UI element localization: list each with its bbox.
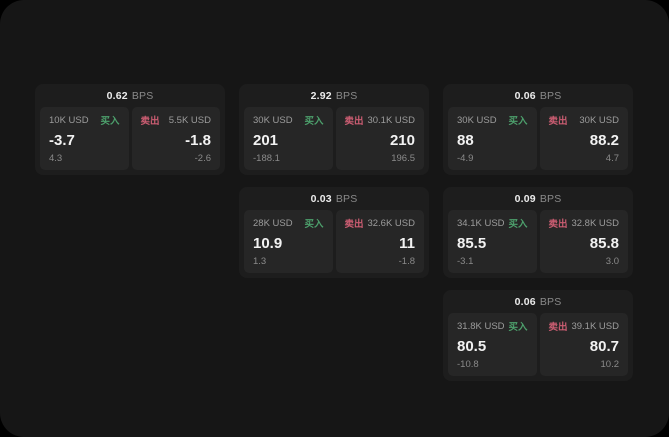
buy-panel[interactable]: 30K USD 买入 201 -188.1 (244, 107, 333, 170)
sell-amount-label: 39.1K USD (571, 320, 619, 332)
bps-unit-label: BPS (539, 90, 562, 102)
panels-row: 30K USD 买入 88 -4.9 卖出 30K USD 88.2 4.7 (443, 105, 633, 175)
buy-price-value: 80.5 (457, 337, 487, 355)
sell-panel[interactable]: 卖出 5.5K USD -1.8 -2.6 (131, 107, 220, 170)
bps-value: 0.62 (106, 90, 128, 102)
sell-amount-label: 30.1K USD (367, 114, 415, 126)
buy-panel[interactable]: 10K USD 买入 -3.7 4.3 (40, 107, 129, 170)
bps-value: 2.92 (310, 90, 332, 102)
panels-row: 30K USD 买入 201 -188.1 卖出 30.1K USD 210 1… (239, 105, 429, 175)
buy-panel[interactable]: 31.8K USD 买入 80.5 -10.8 (448, 313, 537, 376)
buy-price-value: -3.7 (49, 131, 75, 149)
sell-delta-value: 4.7 (605, 153, 619, 164)
buy-delta-value: -4.9 (457, 153, 474, 164)
buy-tag: 买入 (508, 116, 528, 127)
spread-card: 0.06 BPS 30K USD 买入 88 -4.9 卖出 30K USD (443, 84, 633, 175)
sell-tag: 卖出 (548, 116, 568, 127)
buy-tag: 买入 (100, 116, 120, 127)
sell-delta-value: 3.0 (605, 256, 619, 267)
sell-delta-value: 10.2 (600, 359, 620, 370)
sell-price-value: 210 (389, 131, 415, 149)
bps-unit-label: BPS (539, 193, 562, 205)
sell-panel[interactable]: 卖出 39.1K USD 80.7 10.2 (539, 313, 628, 376)
bps-header: 2.92 BPS (239, 84, 429, 105)
bps-value: 0.06 (514, 90, 536, 102)
sell-amount-label: 32.6K USD (367, 217, 415, 229)
buy-panel[interactable]: 34.1K USD 买入 85.5 -3.1 (448, 210, 537, 273)
sell-price-value: 11 (399, 234, 415, 252)
sell-amount-label: 5.5K USD (168, 114, 211, 126)
sell-panel[interactable]: 卖出 32.6K USD 11 -1.8 (335, 210, 424, 273)
buy-tag: 买入 (304, 219, 324, 230)
buy-tag: 买入 (508, 322, 528, 333)
sell-panel[interactable]: 卖出 30K USD 88.2 4.7 (539, 107, 628, 170)
buy-amount-label: 28K USD (253, 217, 293, 229)
sell-tag: 卖出 (344, 219, 364, 230)
bps-value: 0.06 (514, 296, 536, 308)
buy-delta-value: 1.3 (253, 256, 267, 267)
buy-amount-label: 30K USD (457, 114, 497, 126)
bps-unit-label: BPS (335, 193, 358, 205)
buy-panel[interactable]: 28K USD 买入 10.9 1.3 (244, 210, 333, 273)
sell-price-value: -1.8 (185, 131, 211, 149)
bps-value: 0.03 (310, 193, 332, 205)
sell-amount-label: 32.8K USD (571, 217, 619, 229)
bps-header: 0.09 BPS (443, 187, 633, 208)
panels-row: 34.1K USD 买入 85.5 -3.1 卖出 32.8K USD 85.8… (443, 208, 633, 278)
buy-delta-value: -188.1 (253, 153, 280, 164)
spread-card: 0.62 BPS 10K USD 买入 -3.7 4.3 卖出 5.5K USD (35, 84, 225, 175)
sell-delta-value: -2.6 (194, 153, 211, 164)
spread-card: 2.92 BPS 30K USD 买入 201 -188.1 卖出 30.1K … (239, 84, 429, 175)
buy-price-value: 85.5 (457, 234, 487, 252)
sell-delta-value: -1.8 (398, 256, 415, 267)
bps-unit-label: BPS (131, 90, 154, 102)
buy-delta-value: -3.1 (457, 256, 474, 267)
sell-tag: 卖出 (344, 116, 364, 127)
buy-amount-label: 31.8K USD (457, 320, 505, 332)
buy-tag: 买入 (508, 219, 528, 230)
bps-header: 0.06 BPS (443, 290, 633, 311)
buy-amount-label: 30K USD (253, 114, 293, 126)
sell-panel[interactable]: 卖出 32.8K USD 85.8 3.0 (539, 210, 628, 273)
sell-price-value: 88.2 (589, 131, 619, 149)
bps-header: 0.62 BPS (35, 84, 225, 105)
buy-panel[interactable]: 30K USD 买入 88 -4.9 (448, 107, 537, 170)
sell-tag: 卖出 (548, 322, 568, 333)
buy-price-value: 201 (253, 131, 279, 149)
bps-value: 0.09 (514, 193, 536, 205)
buy-delta-value: 4.3 (49, 153, 63, 164)
buy-price-value: 88 (457, 131, 474, 149)
buy-tag: 买入 (304, 116, 324, 127)
spread-card: 0.03 BPS 28K USD 买入 10.9 1.3 卖出 32.6K US… (239, 187, 429, 278)
spread-card: 0.09 BPS 34.1K USD 买入 85.5 -3.1 卖出 32.8K… (443, 187, 633, 278)
panels-row: 10K USD 买入 -3.7 4.3 卖出 5.5K USD -1.8 -2.… (35, 105, 225, 175)
sell-panel[interactable]: 卖出 30.1K USD 210 196.5 (335, 107, 424, 170)
panels-row: 28K USD 买入 10.9 1.3 卖出 32.6K USD 11 -1.8 (239, 208, 429, 278)
sell-tag: 卖出 (140, 116, 160, 127)
spread-cards-grid: 0.62 BPS 10K USD 买入 -3.7 4.3 卖出 5.5K USD (35, 84, 633, 381)
sell-tag: 卖出 (548, 219, 568, 230)
bps-header: 0.06 BPS (443, 84, 633, 105)
sell-amount-label: 30K USD (579, 114, 619, 126)
bps-header: 0.03 BPS (239, 187, 429, 208)
bps-unit-label: BPS (335, 90, 358, 102)
sell-price-value: 85.8 (589, 234, 619, 252)
buy-delta-value: -10.8 (457, 359, 479, 370)
buy-price-value: 10.9 (253, 234, 283, 252)
sell-delta-value: 196.5 (391, 153, 415, 164)
spread-card: 0.06 BPS 31.8K USD 买入 80.5 -10.8 卖出 39.1… (443, 290, 633, 381)
panels-row: 31.8K USD 买入 80.5 -10.8 卖出 39.1K USD 80.… (443, 311, 633, 381)
buy-amount-label: 34.1K USD (457, 217, 505, 229)
sell-price-value: 80.7 (589, 337, 619, 355)
bps-unit-label: BPS (539, 296, 562, 308)
buy-amount-label: 10K USD (49, 114, 89, 126)
